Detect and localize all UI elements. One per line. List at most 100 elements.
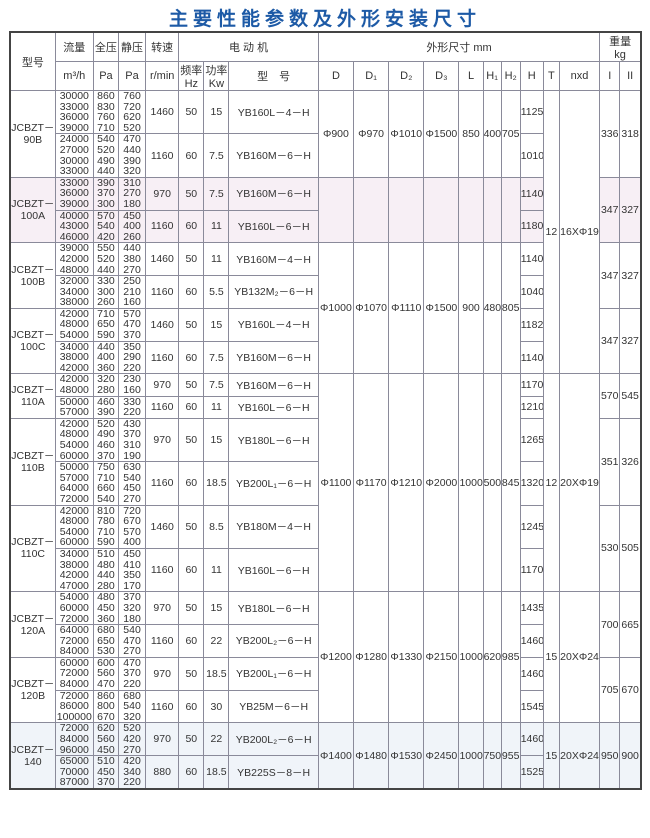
static-pressure-cell: 720 670 570 400 [117,504,147,549]
flow-value: 36000 [59,111,89,124]
flow-value: 48000 [59,318,89,331]
static-pressure-cell: 520 420 270 [117,722,147,757]
flow-value: 46000 [59,230,89,243]
dim-l: 1000 [458,591,484,724]
static-pressure-value: 350 [123,569,141,582]
total-pressure-value: 750 [97,461,115,474]
weight-ii: 670 [619,656,642,724]
static-pressure-cell: 570 470 370 [117,307,147,342]
flow-cell: 50000 57000 64000 72000 [54,461,94,506]
total-pressure-cell: 510 480 440 280 [92,547,119,593]
static-pressure-value: 760 [123,90,141,102]
motor-model: YB160M－6－H [228,340,319,375]
col-dim-8: T [542,61,560,91]
static-pressure-value: 380 [123,252,141,265]
fan-spec-table: 型号 流量 全压 静压 转速 电 动 机 外形尺寸 mm 重量 kg m³/h P… [9,31,642,790]
flow-cell: 42000 48000 54000 [54,307,94,342]
col-weight-0: I [599,61,621,91]
flow-value: 48000 [59,384,89,397]
dim-h: 1182 [519,307,544,342]
flow-value: 39000 [59,242,89,255]
power-value: 15 [203,591,230,626]
dim-d: Φ1100 [317,373,355,593]
total-pressure-value: 300 [97,285,115,298]
power-value: 15 [203,89,230,135]
static-pressure-value: 230 [123,373,141,386]
power-value: 18.5 [203,656,230,691]
static-pressure-value: 270 [123,743,141,756]
col-model: 型号 [9,31,56,91]
total-pressure-value: 600 [97,657,115,669]
total-pressure-value: 370 [97,187,115,200]
static-pressure-value: 310 [123,177,141,189]
total-pressure-value: 390 [97,406,115,419]
col-flow-unit: m³/h [54,61,94,91]
flow-value: 33000 [59,165,89,178]
total-pressure-value: 530 [97,645,115,658]
weight-ii: 318 [619,90,642,178]
power-value: 22 [203,722,230,757]
weight-ii: 665 [619,591,642,658]
dim-h: 1460 [519,624,544,658]
static-pressure-value: 370 [123,667,141,680]
freq-value: 60 [178,395,205,419]
dim-d2: Φ1530 [388,722,425,790]
flow-cell: 64000 72000 84000 [54,624,94,658]
weight-unit: kg [614,49,626,61]
flow-value: 72000 [59,722,89,735]
dim-h1: 400 [482,90,502,178]
power-value: 18.5 [203,461,230,506]
speed-value: 1160 [145,209,180,244]
total-pressure-value: 570 [97,210,115,222]
flow-value: 72000 [59,634,89,647]
dim-t: 12 [542,373,560,593]
static-pressure-value: 540 [123,624,141,637]
flow-cell: 39000 42000 48000 [54,242,94,277]
motor-model: YB160L－6－H [228,547,319,593]
total-pressure-value: 460 [97,396,115,408]
dim-h: 1125 [519,89,544,135]
flow-value: 34000 [59,341,89,353]
table-row: JCBZT－110A 42000 48000 320 280 230 160 970 50 7.5… [9,373,642,593]
flow-cell: 72000 84000 96000 [54,722,94,757]
static-pressure-value: 220 [123,776,141,789]
total-pressure-value: 860 [97,90,115,102]
table-row: JCBZT－120A 54000 60000 72000 480 450 360 370 320… [9,591,642,724]
motor-model: YB160M－6－H [228,373,319,397]
freq-value: 50 [178,417,205,463]
flow-value: 60000 [59,536,89,549]
total-pressure-value: 810 [97,505,115,517]
static-pressure-value: 570 [123,525,141,538]
static-pressure-value: 400 [123,536,141,549]
motor-model: YB160L－4－H [228,307,319,342]
flow-value: 36000 [59,187,89,200]
motor-model: YB160M－6－H [228,176,319,211]
table-row: 65000 70000 87000 510 450 370 420 340 220 880 60 18… [10,755,641,790]
motor-model: YB160L－6－H [228,209,319,244]
dim-h: 1320 [519,461,544,506]
total-pressure-value: 760 [97,111,115,124]
dim-d1: Φ970 [352,90,390,178]
total-pressure-value: 780 [97,515,115,528]
total-pressure-value: 660 [97,482,115,495]
flow-value: 48000 [59,428,89,441]
total-pressure-value: 370 [97,776,115,789]
flow-cell: 34000 38000 42000 47000 [54,547,94,593]
motor-model: YB200L₁－6－H [228,461,319,506]
total-pressure-cell: 460 390 [92,395,119,419]
static-pressure-value: 220 [123,678,141,691]
static-pressure-value: 390 [123,154,141,167]
flow-value: 38000 [59,558,89,571]
static-pressure-value: 620 [123,111,141,124]
dim-t: 15 [542,722,560,790]
dim-nxd: 20XΦ24 [558,722,601,790]
total-pressure-value: 550 [97,242,115,255]
motor-model: YB25M－6－H [228,689,319,724]
total-pressure-value: 440 [97,569,115,582]
dim-h: 1180 [519,209,544,244]
dim-h1 [482,176,502,244]
col-sp-unit: Pa [117,61,147,91]
freq-value: 60 [178,275,205,309]
freq-value: 50 [178,307,205,342]
dim-h1: 500 [482,373,502,593]
